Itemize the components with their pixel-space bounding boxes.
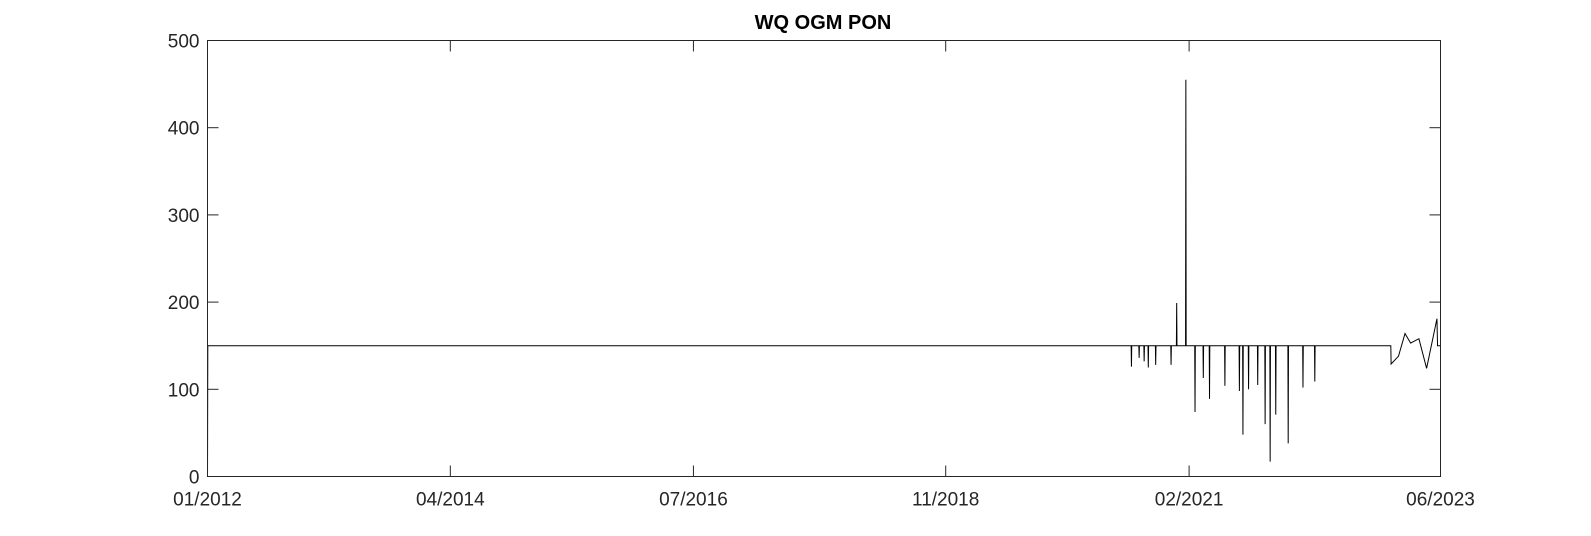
x-tick-label: 07/2016 [659, 490, 728, 511]
y-axis: 0 100 200 300 400 500 [168, 32, 1441, 489]
y-tick-label: 200 [168, 293, 200, 314]
y-tick-label: 400 [168, 119, 200, 140]
x-tick-label: 06/2023 [1406, 490, 1475, 511]
series-line [207, 79, 1441, 477]
plot-area-border [207, 40, 1441, 477]
y-tick-label: 500 [168, 32, 200, 53]
y-tick-label: 100 [168, 380, 200, 401]
x-tick-label: 02/2021 [1155, 490, 1224, 511]
x-axis: 01/2012 04/2014 07/2016 11/2018 02/2021 06/20… [173, 40, 1475, 511]
x-tick-label: 04/2014 [416, 490, 485, 511]
x-tick-label: 01/2012 [173, 490, 242, 511]
y-tick-label: 300 [168, 206, 200, 227]
chart-title: WQ OGM PON [755, 12, 892, 34]
x-tick-label: 11/2018 [912, 490, 979, 511]
y-tick-label: 0 [189, 468, 200, 489]
